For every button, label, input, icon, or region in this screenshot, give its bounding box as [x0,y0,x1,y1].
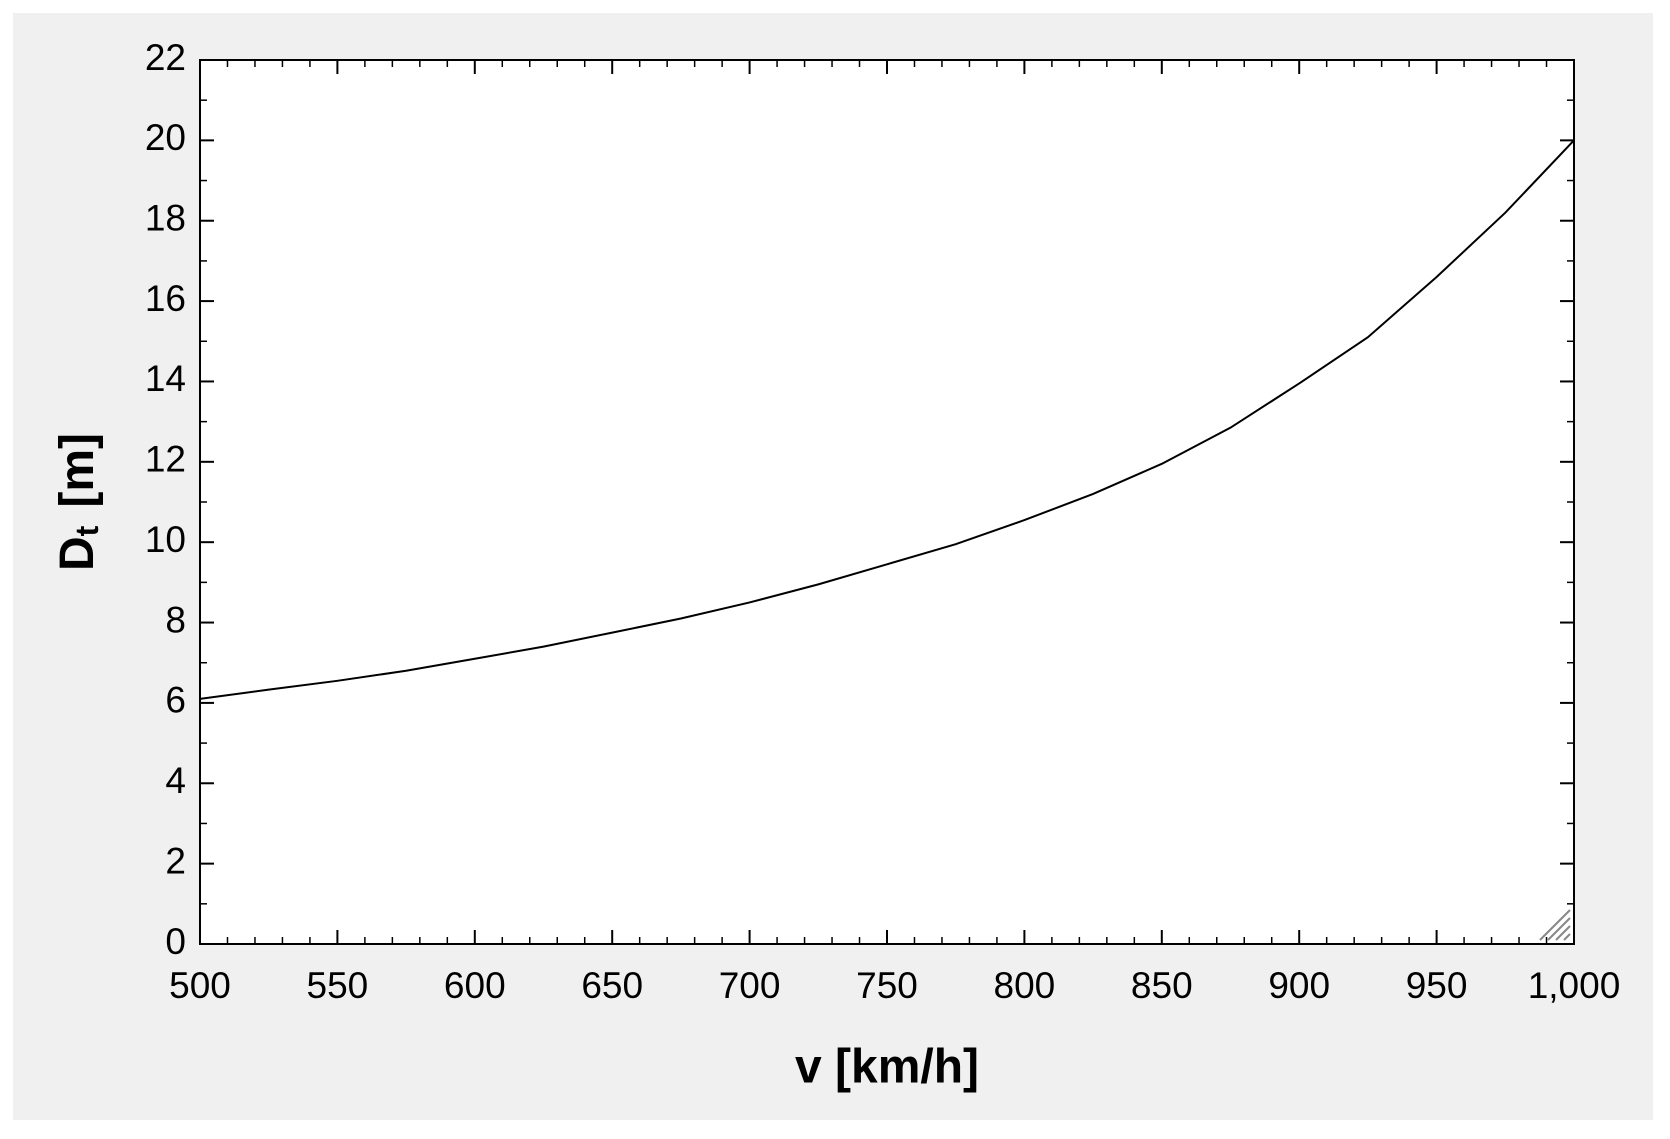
x-tick-label: 750 [856,965,918,1006]
x-tick-label: 500 [169,965,231,1006]
y-tick-label: 6 [165,680,186,721]
y-tick-label: 18 [145,198,186,239]
y-tick-label: 8 [165,599,186,640]
y-tick-label: 14 [145,358,186,399]
y-axis-title-sub: t [69,525,105,536]
y-tick-label: 10 [145,519,186,560]
x-tick-label: 950 [1406,965,1468,1006]
data-line [199,139,1575,700]
y-axis-title-unit: [m] [51,433,104,508]
x-tick-label: 800 [994,965,1056,1006]
x-tick-label: 650 [581,965,643,1006]
x-tick-label: 900 [1268,965,1330,1006]
x-axis-title: v [km/h] [795,1041,979,1094]
y-tick-label: 22 [145,37,186,78]
plot-frame [199,59,1575,945]
resize-grip [1539,909,1571,941]
x-tick-label: 850 [1131,965,1193,1006]
y-tick-label: 16 [145,278,186,319]
x-tick-label: 600 [444,965,506,1006]
y-axis-title: Dt [m] [51,433,106,571]
plot-area [200,60,1574,944]
y-axis-title-main: D [51,536,104,571]
x-tick-label: 1,000 [1528,965,1621,1006]
x-tick-label: 700 [719,965,781,1006]
y-tick-label: 2 [165,840,186,881]
x-tick-label: 550 [307,965,369,1006]
y-tick-label: 0 [165,921,186,962]
y-tick-label: 20 [145,117,186,158]
y-tick-label: 4 [165,760,186,801]
y-tick-label: 12 [145,439,186,480]
